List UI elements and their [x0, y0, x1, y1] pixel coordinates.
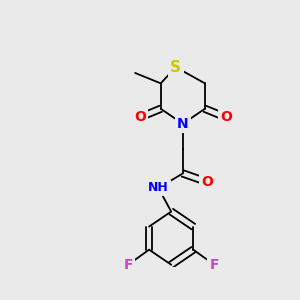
Text: O: O [220, 110, 232, 124]
Text: N: N [177, 117, 189, 131]
Text: NH: NH [148, 182, 169, 194]
Text: O: O [201, 175, 213, 189]
Text: F: F [209, 258, 219, 272]
Text: F: F [123, 258, 133, 272]
Text: O: O [134, 110, 146, 124]
Text: S: S [170, 60, 181, 75]
